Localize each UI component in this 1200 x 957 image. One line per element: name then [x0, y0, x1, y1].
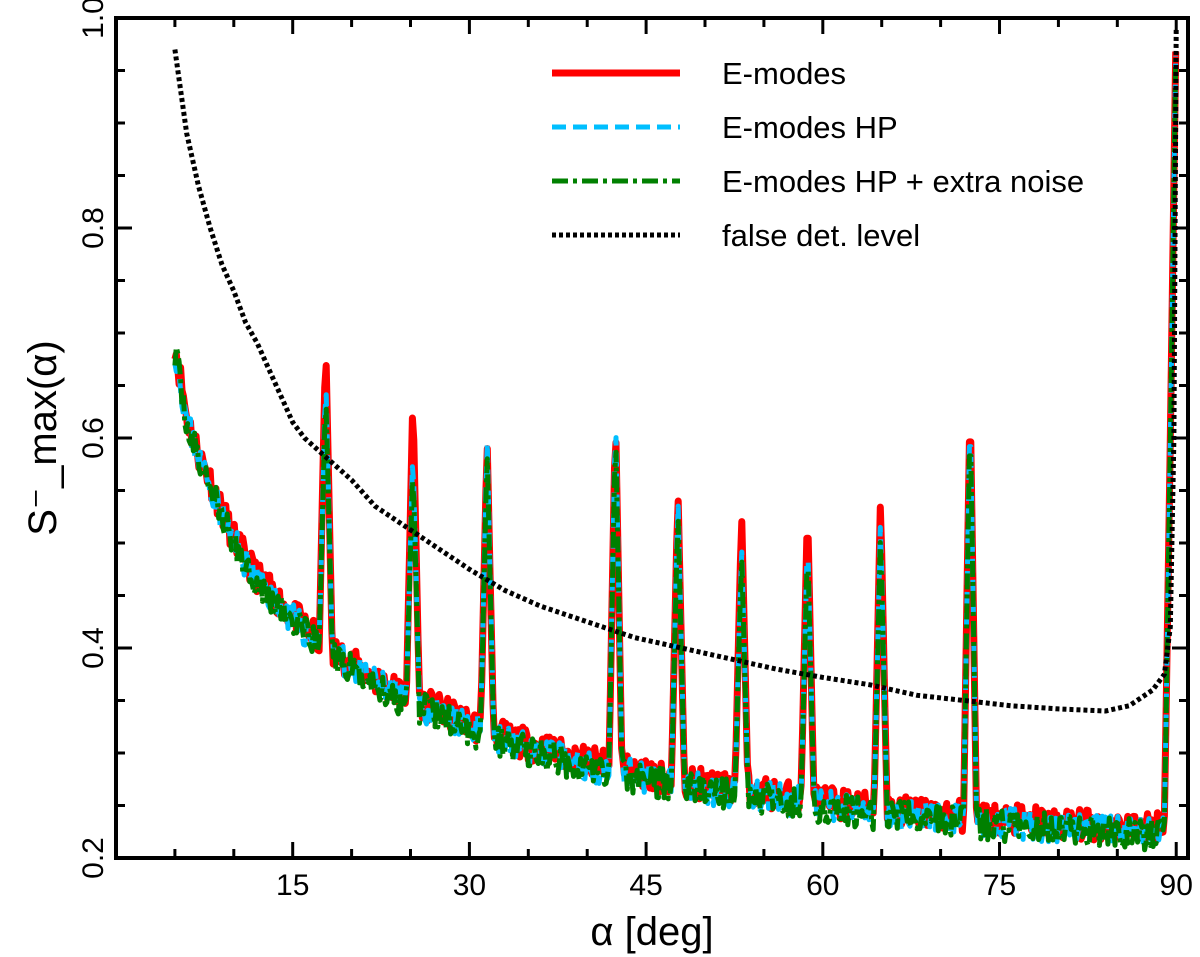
x-axis-title: α [deg]: [590, 910, 713, 954]
y-tick-label: 1.0: [77, 0, 110, 39]
x-tick-label: 75: [983, 869, 1016, 902]
plot-frame: [114, 16, 1190, 860]
legend-label: E-modes HP + extra noise: [722, 164, 1084, 199]
legend-label: E-modes HP: [722, 110, 898, 145]
x-tick-label: 15: [276, 869, 309, 902]
legend-label: false det. level: [722, 218, 920, 253]
series-line-false-det-level: [172, 28, 1179, 714]
legend: E-modes E-modes HP E-modes HP + extra nois…: [552, 56, 1084, 253]
y-tick-label: 0.2: [77, 837, 110, 879]
y-axis-title: S⁻_max(α): [21, 340, 65, 535]
x-tick-label: 45: [629, 869, 662, 902]
ticks-layer: [116, 16, 1188, 860]
x-tick-label: 60: [806, 869, 839, 902]
series-line-e-modes-hp-extra-noise: [172, 57, 1179, 853]
y-tick-label: 0.4: [77, 627, 110, 669]
x-tick-label: 30: [453, 869, 486, 902]
y-tick-label: 0.6: [77, 417, 110, 459]
legend-label: E-modes: [722, 56, 846, 91]
series-layer: [171, 28, 1180, 853]
x-tick-label: 90: [1160, 869, 1193, 902]
y-tick-label: 0.8: [77, 207, 110, 249]
tick-labels-layer: 15 30 45 60 75 90 0.2 0.4 0.6 0.8 1.0: [77, 0, 1193, 902]
